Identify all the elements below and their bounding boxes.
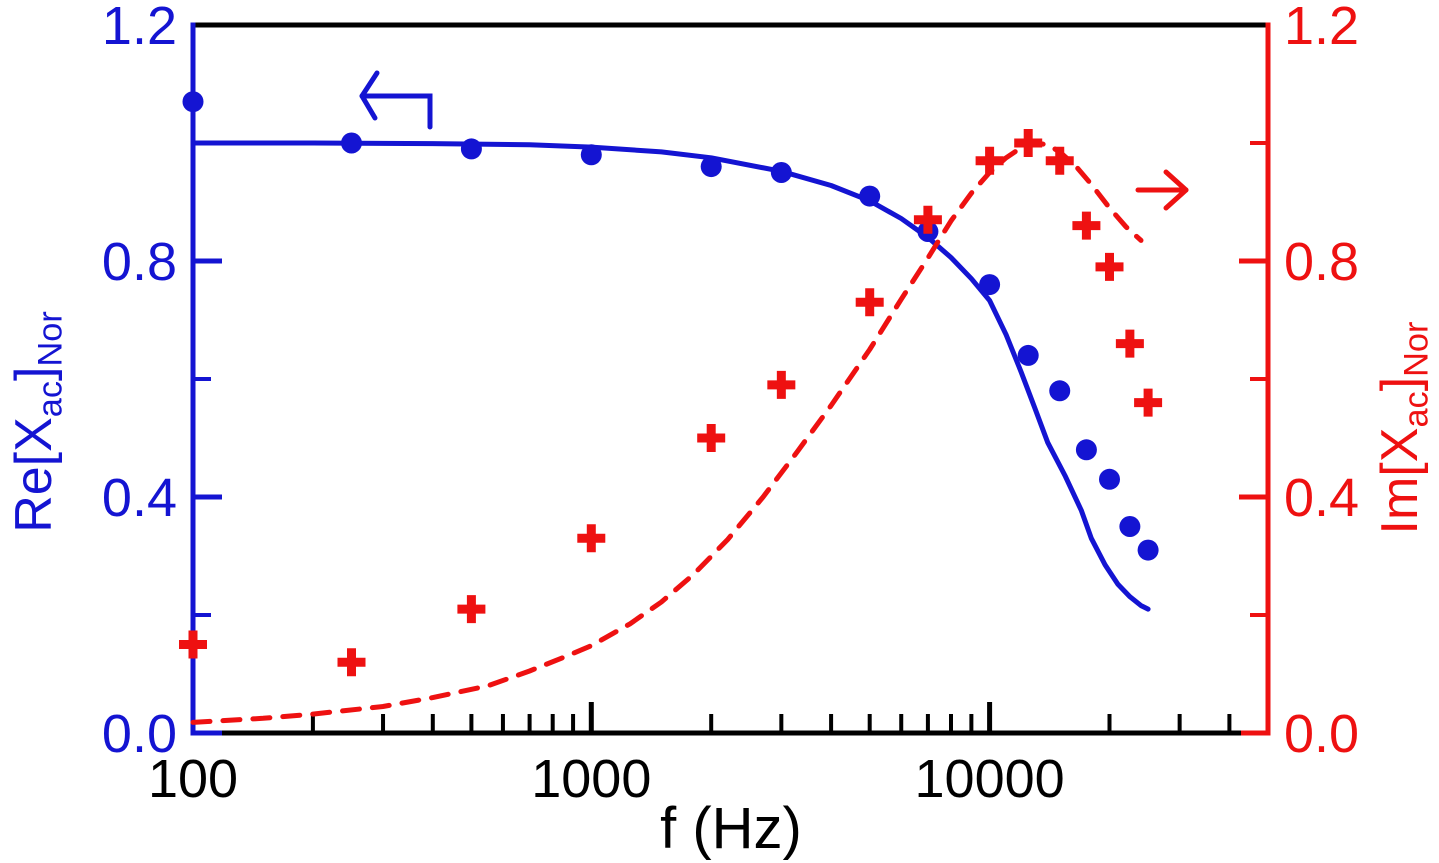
im-data-point: [913, 205, 942, 234]
im-data-point: [975, 146, 1004, 175]
left-axis-pointer-arrow-head: [359, 70, 380, 121]
re-data-point: [182, 91, 204, 113]
im-data-point: [337, 648, 366, 677]
left-tick-label: 0.8: [102, 232, 177, 292]
right-tick-label: 0.0: [1284, 704, 1359, 764]
x-tick-label: 1000: [531, 749, 651, 809]
right-axis-title: Im[Xac]Nor: [1371, 321, 1436, 535]
re-data-point: [340, 132, 362, 154]
re-data-point: [1017, 344, 1039, 366]
im-data-point: [1134, 388, 1163, 417]
im-data-point: [855, 288, 884, 317]
right-tick-label: 1.2: [1284, 0, 1359, 56]
re-data-point: [1075, 439, 1097, 461]
re-data-series: [182, 91, 1159, 561]
re-data-point: [859, 185, 881, 207]
im-data-point: [577, 524, 606, 553]
re-data-point: [580, 144, 602, 166]
x-axis-ticks: 100 1000 10000: [148, 702, 1232, 809]
im-data-point: [767, 370, 796, 399]
im-data-point: [1014, 129, 1043, 157]
im-data-point: [1072, 211, 1101, 240]
im-data-point: [697, 424, 726, 452]
left-axis-pointer-arrow: [359, 70, 433, 130]
re-data-point: [700, 156, 722, 178]
left-axis-title-text: Re[Xac]Nor: [5, 311, 70, 533]
left-tick-label: 0.4: [102, 468, 177, 528]
re-model-curve: [190, 140, 1151, 612]
im-data-point: [179, 630, 207, 659]
left-axis-pointer-arrow-shaft: [359, 93, 433, 130]
re-data-point: [1049, 380, 1071, 402]
im-data-point: [1045, 146, 1074, 175]
re-data-point: [1099, 468, 1121, 490]
x-tick-label: 10000: [915, 749, 1065, 809]
left-tick-label: 1.2: [102, 0, 177, 56]
left-axis-title: Re[Xac]Nor: [5, 311, 70, 533]
right-axis-pointer-arrow-head: [1163, 169, 1189, 211]
im-data-point: [1115, 329, 1144, 358]
left-axis-ticks: 0.0 0.4 0.8 1.2: [102, 0, 222, 764]
right-axis-pointer-arrow: [1135, 169, 1189, 211]
x-axis-title: f (Hz): [660, 796, 802, 861]
right-axis-ticks: 0.0 0.4 0.8 1.2: [1239, 0, 1359, 764]
re-data-point: [1119, 516, 1141, 537]
re-data-point: [460, 138, 482, 160]
re-data-point: [1137, 539, 1159, 561]
re-data-point: [979, 274, 1001, 296]
right-tick-label: 0.4: [1284, 468, 1359, 528]
im-data-point: [1095, 252, 1124, 281]
re-data-point: [770, 162, 792, 183]
im-data-series: [179, 129, 1163, 677]
im-model-curve: [190, 140, 1144, 725]
left-tick-label: 0.0: [102, 704, 177, 764]
right-axis-title-text: Im[Xac]Nor: [1371, 321, 1436, 535]
im-data-point: [457, 595, 486, 624]
right-tick-label: 0.8: [1284, 232, 1359, 292]
x-tick-label: 100: [148, 749, 238, 809]
